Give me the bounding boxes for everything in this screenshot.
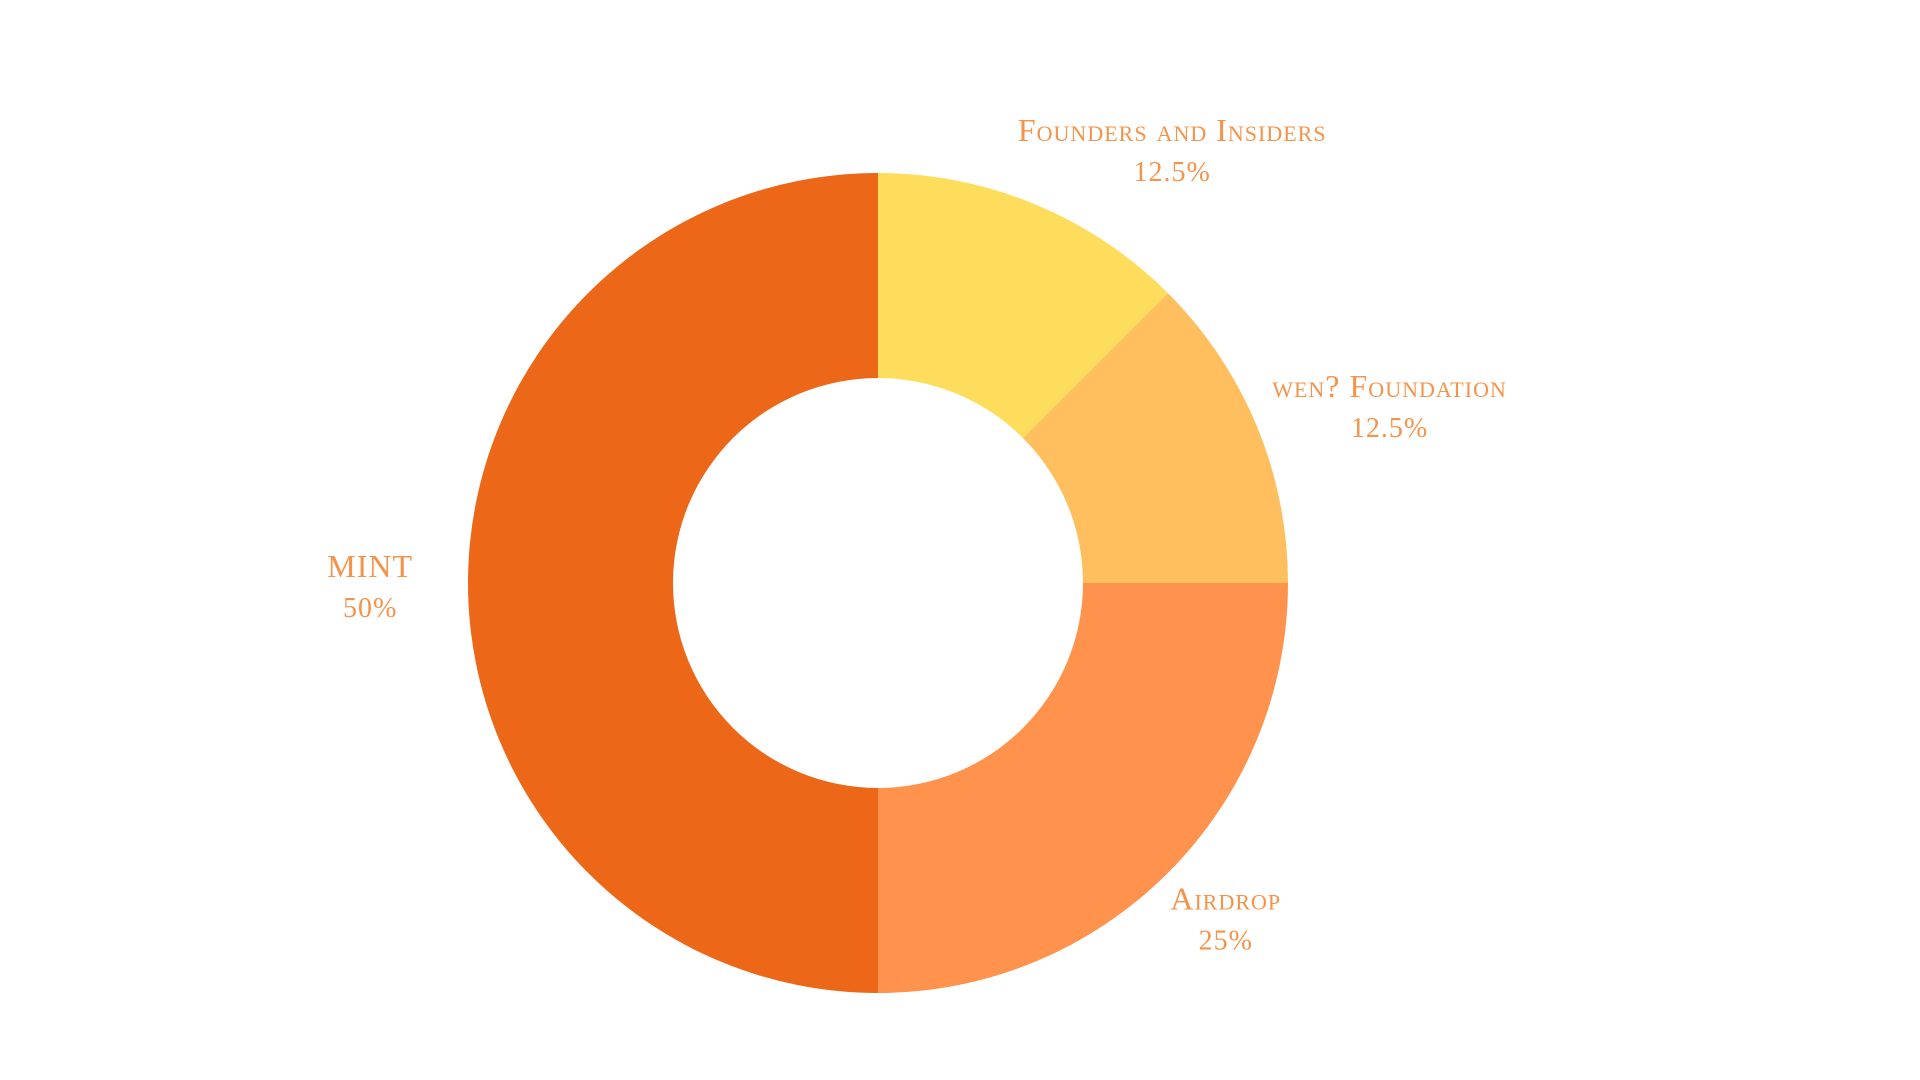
slice-label-name: MINT [327, 548, 413, 584]
slice-label-name: Airdrop [1170, 880, 1281, 916]
slice-label-value: 25% [1199, 925, 1253, 956]
label-mint: MINT 50% [327, 548, 413, 624]
slice-label-value: 12.5% [1351, 413, 1428, 444]
slice-label-value: 12.5% [1134, 157, 1211, 188]
slice-label-value: 50% [343, 593, 397, 624]
slice-label-name: Founders and Insiders [1018, 112, 1327, 148]
label-wen-foundation: wen? Foundation 12.5% [1272, 368, 1507, 444]
label-founders-and-insiders: Founders and Insiders 12.5% [1018, 112, 1327, 188]
slice-label-name: wen? Foundation [1272, 368, 1507, 404]
donut-hole [673, 378, 1083, 788]
label-airdrop: Airdrop 25% [1170, 880, 1281, 956]
